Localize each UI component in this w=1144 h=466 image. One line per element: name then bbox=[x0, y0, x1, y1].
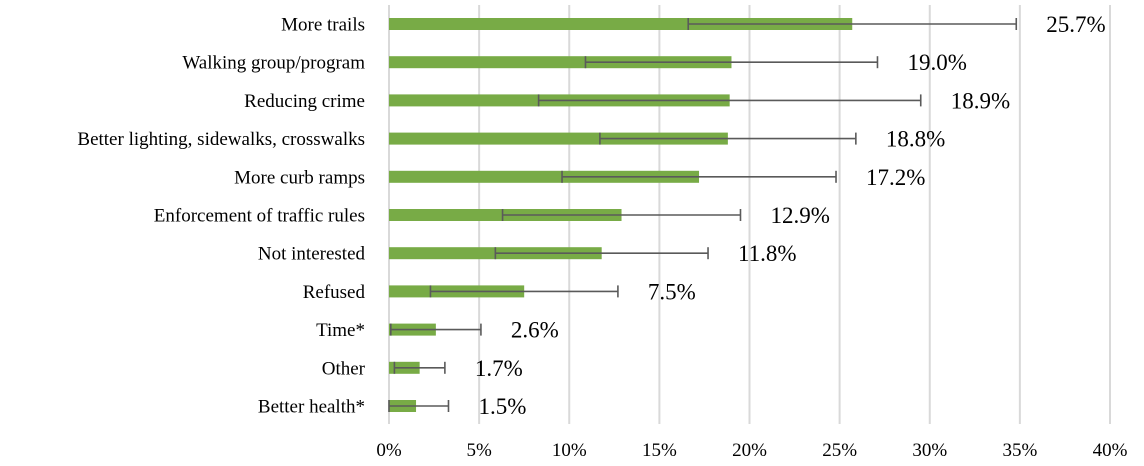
data-label: 18.8% bbox=[886, 127, 945, 152]
error-bar bbox=[393, 361, 446, 374]
x-tick-label: 30% bbox=[912, 440, 947, 461]
error-bar bbox=[388, 400, 450, 412]
data-label: 18.9% bbox=[951, 88, 1010, 113]
error-bar bbox=[501, 209, 742, 221]
x-tick-label: 15% bbox=[642, 440, 677, 461]
category-label: Better health* bbox=[258, 397, 365, 418]
data-label: 17.2% bbox=[866, 165, 925, 190]
error-bars bbox=[388, 18, 1018, 412]
error-bar bbox=[494, 247, 709, 260]
error-bar bbox=[390, 323, 482, 336]
category-labels: More trails Walking group/program Reducing… bbox=[77, 15, 365, 418]
data-label: 1.7% bbox=[475, 356, 523, 381]
category-label: Not interested bbox=[258, 244, 366, 265]
category-label: Refused bbox=[303, 282, 366, 303]
error-bar bbox=[687, 18, 1018, 30]
data-labels: 25.7% 19.0% 18.9%18.8% 17.2% 12.9% 11.8% 7.5% 2… bbox=[475, 12, 1106, 419]
x-axis-tick-labels: 0% 5% 10% 15% 20% 25% 30% 35% 40% bbox=[376, 440, 1127, 461]
x-tick-label: 40% bbox=[1093, 440, 1128, 461]
x-tick-label: 25% bbox=[822, 440, 857, 461]
bar bbox=[389, 18, 853, 30]
category-label: Reducing crime bbox=[244, 91, 365, 112]
bar bbox=[389, 56, 732, 69]
x-tick-label: 10% bbox=[552, 440, 587, 461]
data-label: 2.6% bbox=[511, 318, 559, 343]
data-label: 1.5% bbox=[478, 394, 526, 419]
data-label: 11.8% bbox=[738, 241, 797, 266]
bar bbox=[389, 132, 728, 145]
category-label: Walking group/program bbox=[182, 53, 365, 74]
error-bar bbox=[429, 285, 619, 298]
category-label: Other bbox=[322, 358, 366, 379]
error-bar bbox=[537, 94, 922, 107]
x-tick-label: 20% bbox=[732, 440, 767, 461]
x-tick-label: 0% bbox=[376, 440, 402, 461]
bar bbox=[389, 170, 700, 183]
error-bar bbox=[584, 56, 879, 69]
category-label: Enforcement of traffic rules bbox=[154, 206, 365, 227]
data-label: 7.5% bbox=[648, 279, 696, 304]
data-label: 12.9% bbox=[770, 203, 829, 228]
category-label: More curb ramps bbox=[234, 167, 365, 188]
data-label: 25.7% bbox=[1046, 12, 1105, 37]
x-tick-label: 5% bbox=[466, 440, 492, 461]
error-bar bbox=[599, 132, 857, 145]
category-label: Better lighting, sidewalks, crosswalks bbox=[77, 129, 365, 150]
gridlines bbox=[388, 5, 1111, 424]
category-label: Time* bbox=[316, 320, 365, 341]
error-bar bbox=[561, 170, 837, 183]
data-label: 19.0% bbox=[907, 50, 966, 75]
x-tick-label: 35% bbox=[1002, 440, 1037, 461]
category-label: More trails bbox=[281, 15, 365, 36]
